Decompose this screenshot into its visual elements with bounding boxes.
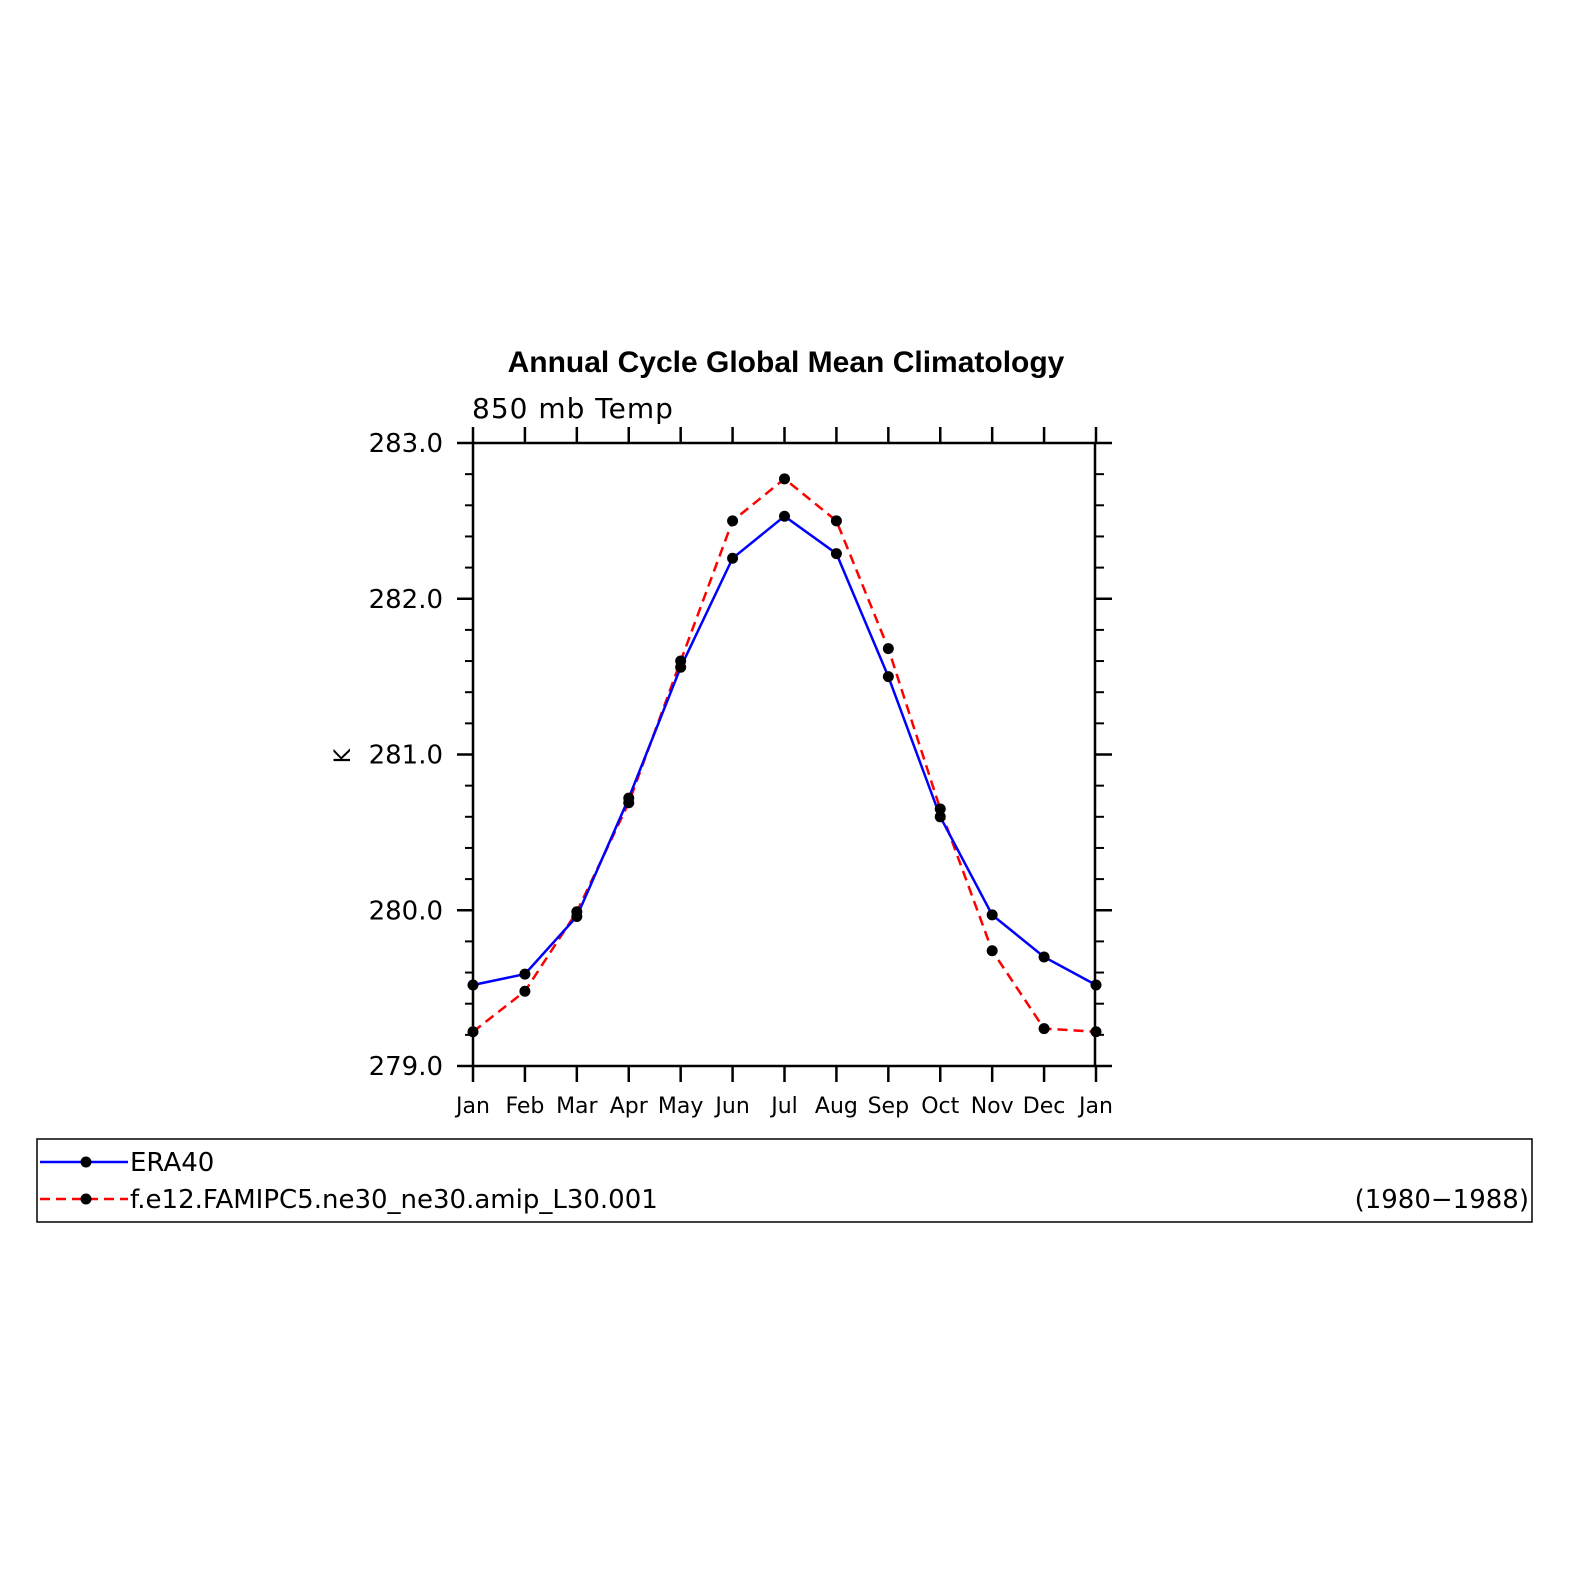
legend-marker-model bbox=[80, 1193, 92, 1205]
series-1-point bbox=[519, 985, 531, 997]
plot-frame bbox=[471, 441, 1097, 1068]
series-0-point bbox=[1038, 951, 1050, 963]
series-1-point bbox=[882, 643, 894, 655]
legend-label-era40: ERA40 bbox=[130, 1148, 214, 1178]
y-tick-label: 280.0 bbox=[369, 896, 443, 926]
y-tick-label: 279.0 bbox=[369, 1052, 443, 1082]
y-axis-label: K bbox=[331, 748, 356, 763]
axes: Jan Feb Mar Apr May Jun Jul Aug Sep Oct Nov Dec Jan 2… bbox=[369, 427, 1113, 1119]
x-tick-label: Aug bbox=[815, 1094, 858, 1119]
legend-period: (1980−1988) bbox=[1355, 1185, 1529, 1215]
x-tick-label: Nov bbox=[971, 1094, 1014, 1119]
series-0-point bbox=[830, 548, 842, 560]
series-0-point bbox=[467, 979, 479, 991]
series-1-point bbox=[727, 515, 739, 527]
series-1-point bbox=[830, 515, 842, 527]
x-tick-label: Dec bbox=[1023, 1094, 1066, 1119]
series-0-point bbox=[675, 661, 687, 673]
series-0-point bbox=[519, 968, 531, 980]
series-1-point bbox=[779, 473, 790, 485]
series-0-point bbox=[882, 671, 894, 683]
x-tick-label: Oct bbox=[921, 1094, 959, 1119]
x-tick-label: Apr bbox=[610, 1094, 649, 1119]
x-tick-label: May bbox=[658, 1094, 703, 1119]
x-tick-label: Jan bbox=[454, 1094, 490, 1119]
y-tick-label: 282.0 bbox=[369, 585, 443, 615]
legend-label-model: f.e12.FAMIPC5.ne30_ne30.amip_L30.001 bbox=[130, 1185, 658, 1215]
series-0-point bbox=[727, 552, 739, 564]
series-0-point bbox=[571, 910, 583, 922]
x-tick-label: Feb bbox=[505, 1094, 544, 1119]
legend-box bbox=[36, 1138, 1533, 1223]
chart-subtitle: 850 mb Temp bbox=[472, 392, 674, 425]
series-0-point bbox=[779, 510, 790, 522]
legend: ERA40 f.e12.FAMIPC5.ne30_ne30.amip_L30.0… bbox=[36, 1138, 1533, 1223]
series-line-1 bbox=[472, 477, 1097, 1033]
x-tick-label: Jul bbox=[769, 1094, 798, 1119]
legend-marker-era40 bbox=[80, 1156, 92, 1168]
series-0-point bbox=[986, 909, 998, 921]
x-tick-label: Jan bbox=[1077, 1094, 1113, 1119]
series-0-point bbox=[1090, 979, 1102, 991]
series-1-point bbox=[986, 945, 998, 957]
x-tick-label: Sep bbox=[868, 1094, 909, 1119]
series-1-point bbox=[934, 803, 946, 815]
chart-title: Annual Cycle Global Mean Climatology bbox=[508, 346, 1065, 379]
series-1-point bbox=[1038, 1023, 1050, 1035]
y-tick-label: 281.0 bbox=[369, 741, 443, 771]
x-tick-label: Mar bbox=[556, 1094, 598, 1119]
series-line-0 bbox=[472, 514, 1097, 987]
series-1-point bbox=[467, 1026, 479, 1038]
y-tick-label: 283.0 bbox=[369, 429, 443, 459]
series-1-point bbox=[1090, 1026, 1102, 1038]
series-0-point bbox=[623, 792, 635, 804]
series-0-point bbox=[934, 811, 946, 823]
x-tick-label: Jun bbox=[713, 1094, 749, 1119]
series-layer bbox=[467, 473, 1102, 1038]
